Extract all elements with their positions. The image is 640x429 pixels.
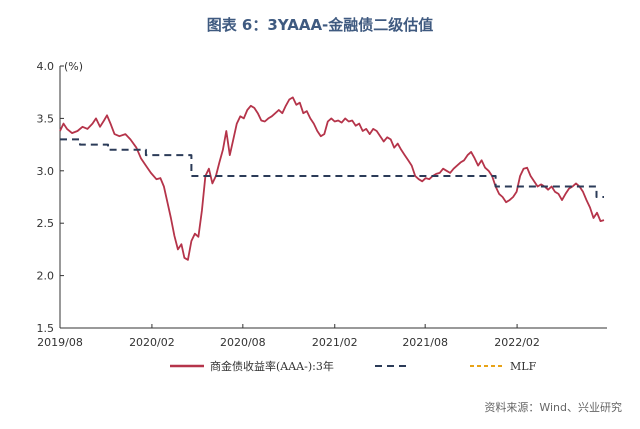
y-tick-label: 2.5 — [37, 217, 55, 230]
series-line-1 — [60, 138, 604, 198]
x-tick-label: 2022/02 — [494, 336, 540, 349]
x-tick-label: 2021/02 — [312, 336, 358, 349]
x-axis: 2019/08 2020/02 2020/08 2021/02 2021/08 2022/… — [37, 324, 607, 349]
y-tick-label: 3.5 — [37, 112, 55, 125]
x-tick-label: 2021/08 — [402, 336, 448, 349]
x-tick-label: 2020/02 — [129, 336, 175, 349]
legend: 商金债收益率(AAA-):3年 MLF — [170, 359, 537, 373]
y-tick-label: 2.0 — [37, 270, 55, 283]
y-axis: 1.5 2.0 2.5 3.0 3.5 4.0 (%) — [37, 60, 84, 335]
series-line-0 — [59, 96, 605, 261]
x-tick-label: 2020/08 — [220, 336, 266, 349]
y-unit-label: (%) — [64, 60, 83, 73]
legend-label-2: MLF — [510, 360, 537, 373]
y-tick-label: 3.0 — [37, 165, 55, 178]
x-tick-label: 2019/08 — [37, 336, 83, 349]
series-layer — [59, 96, 605, 261]
source-note: 资料来源：Wind、兴业研究 — [484, 401, 622, 414]
chart-title: 图表 6：3YAAA-金融债二级估值 — [206, 16, 434, 34]
y-tick-label: 1.5 — [37, 322, 55, 335]
legend-label-0: 商金债收益率(AAA-):3年 — [210, 359, 334, 373]
y-tick-label: 4.0 — [37, 60, 55, 73]
